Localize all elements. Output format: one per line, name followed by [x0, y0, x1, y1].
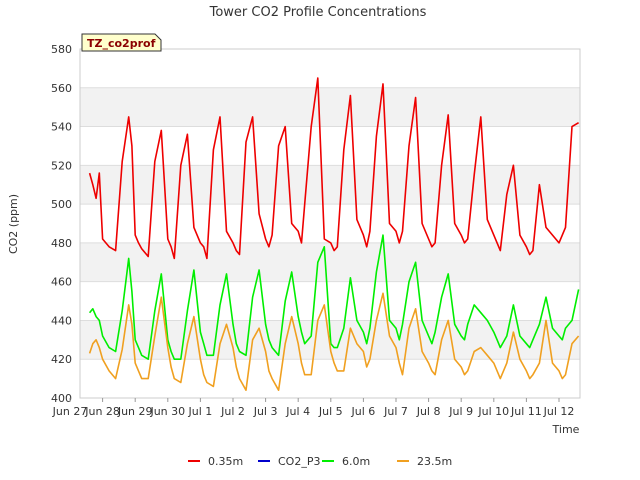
x-tick-label: Jun 27 — [52, 405, 88, 418]
y-tick-label: 400 — [51, 392, 72, 405]
x-tick-label: Jul 7 — [383, 405, 408, 418]
x-axis-label: Time — [552, 423, 580, 436]
y-tick-label: 440 — [51, 314, 72, 327]
y-tick-label: 500 — [51, 198, 72, 211]
x-tick-label: Jun 29 — [117, 405, 153, 418]
x-tick-label: Jul 6 — [351, 405, 376, 418]
series-line-6.0m — [88, 234, 580, 361]
y-tick-label: 520 — [51, 159, 72, 172]
y-tick-label: 540 — [51, 121, 72, 134]
y-tick-label: 480 — [51, 237, 72, 250]
y-axis-ticks: 400 420 440 460 480 500 520 540 560 580 — [51, 43, 72, 405]
legend-item-CO2_P3: CO2_P3 — [258, 455, 320, 468]
bg-band — [80, 242, 580, 282]
y-tick-label: 420 — [51, 353, 72, 366]
badge-box — [81, 33, 162, 52]
legend: 0.35m CO2_P3 6.0m 23.5m — [188, 455, 452, 468]
legend-label: CO2_P3 — [278, 455, 320, 468]
x-tick-label: Jul 11 — [510, 405, 542, 418]
series-line-23.5m — [88, 292, 580, 392]
legend-label: 6.0m — [342, 455, 370, 468]
legend-item-0.35m: 0.35m — [188, 455, 243, 468]
y-axis-label: CO2 (ppm) — [7, 194, 20, 254]
series-line-0.35m — [88, 77, 580, 260]
x-tick-label: Jun 30 — [149, 405, 185, 418]
x-tick-label: Jul 10 — [477, 405, 509, 418]
bg-band — [80, 87, 580, 127]
site-badge: TZ_co2prof — [81, 33, 162, 52]
legend-item-23.5m: 23.5m — [397, 455, 452, 468]
x-tick-label: Jul 5 — [318, 405, 343, 418]
series-layer — [88, 77, 580, 392]
y-tick-label: 580 — [51, 43, 72, 56]
x-tick-label: Jul 9 — [448, 405, 473, 418]
plot-background-bands — [80, 87, 580, 360]
x-tick-label: Jul 1 — [188, 405, 213, 418]
y-tick-label: 460 — [51, 276, 72, 289]
legend-item-6.0m: 6.0m — [322, 455, 370, 468]
bg-band — [80, 165, 580, 205]
x-tick-label: Jul 12 — [543, 405, 575, 418]
x-tick-label: Jul 8 — [416, 405, 441, 418]
legend-label: 0.35m — [208, 455, 243, 468]
plot-frame — [79, 48, 581, 399]
badge-label: TZ_co2prof — [87, 37, 156, 50]
legend-label: 23.5m — [417, 455, 452, 468]
x-tick-label: Jul 3 — [253, 405, 278, 418]
x-tick-label: Jul 2 — [220, 405, 245, 418]
chart-title: Tower CO2 Profile Concentrations — [209, 5, 427, 20]
x-tick-label: Jun 28 — [84, 405, 120, 418]
x-tick-label: Jul 4 — [285, 405, 310, 418]
y-tick-label: 560 — [51, 82, 72, 95]
